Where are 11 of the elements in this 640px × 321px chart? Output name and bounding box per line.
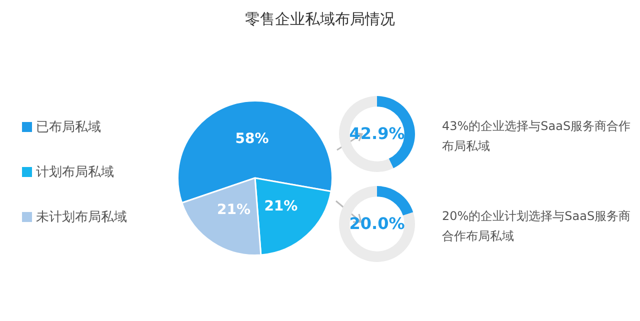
legend-label: 已布局私域 [36, 119, 101, 136]
text: 43%的企业选择与SaaS服务商合作布局私域 [442, 118, 632, 155]
data-label: 21% [264, 198, 298, 214]
text: 20%的企业计划选择与SaaS服务商合作布局私域 [442, 208, 632, 245]
data-label: 21% [216, 202, 250, 218]
chart-title: 零售企业私域布局情况 [244, 10, 396, 29]
legend-label: 计划布局私域 [36, 164, 114, 181]
text: 20.0% [348, 214, 406, 233]
legend-label: 未计划布局私域 [36, 209, 127, 226]
data-label: 58% [235, 131, 269, 148]
text: 42.9% [348, 124, 406, 143]
